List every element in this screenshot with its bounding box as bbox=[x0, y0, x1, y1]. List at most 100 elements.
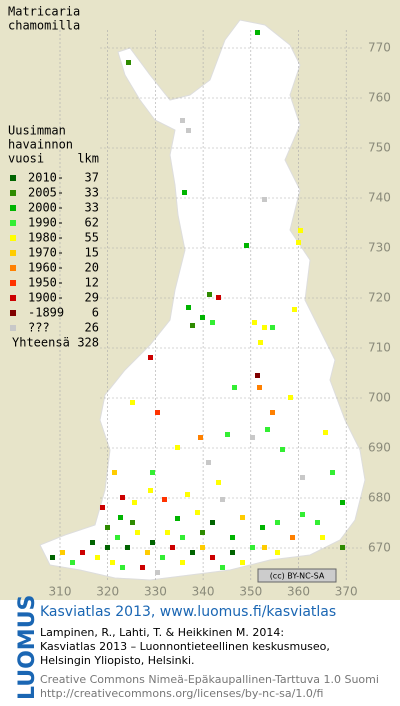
observation-square bbox=[200, 315, 205, 320]
observation-square bbox=[275, 550, 280, 555]
legend-label: 1970- bbox=[28, 246, 64, 260]
observation-square bbox=[300, 475, 305, 480]
title: chamomilla bbox=[8, 19, 80, 33]
observation-square bbox=[162, 497, 167, 502]
total-count: 328 bbox=[77, 336, 99, 350]
license: http://creativecommons.org/licenses/by-n… bbox=[40, 687, 323, 700]
observation-square bbox=[190, 323, 195, 328]
legend-heading: Uusimman bbox=[8, 124, 66, 138]
observation-square bbox=[340, 500, 345, 505]
legend-count: 33 bbox=[85, 201, 99, 215]
legend-heading: havainnon bbox=[8, 138, 73, 152]
observation-square bbox=[130, 400, 135, 405]
observation-square bbox=[200, 545, 205, 550]
observation-square bbox=[145, 550, 150, 555]
observation-square bbox=[150, 470, 155, 475]
license-badge bbox=[257, 568, 337, 583]
legend-swatch bbox=[10, 250, 16, 256]
observation-square bbox=[210, 320, 215, 325]
observation-square bbox=[118, 515, 123, 520]
observation-square bbox=[298, 228, 303, 233]
legend-label: 2010- bbox=[28, 171, 64, 185]
observation-square bbox=[232, 385, 237, 390]
observation-square bbox=[290, 535, 295, 540]
observation-square bbox=[280, 447, 285, 452]
citation: Lampinen, R., Lahti, T. & Heikkinen M. 2… bbox=[40, 626, 284, 639]
legend-count: 62 bbox=[85, 216, 99, 230]
legend-count: 29 bbox=[85, 291, 99, 305]
finland bbox=[39, 19, 366, 581]
observation-square bbox=[315, 520, 320, 525]
observation-square bbox=[126, 60, 131, 65]
observation-square bbox=[80, 550, 85, 555]
observation-square bbox=[148, 488, 153, 493]
legend-swatch bbox=[10, 310, 16, 316]
legend-count: 33 bbox=[85, 186, 99, 200]
y-grid-label: 730 bbox=[368, 241, 391, 255]
observation-square bbox=[155, 570, 160, 575]
observation-square bbox=[257, 385, 262, 390]
legend-swatch bbox=[10, 205, 16, 211]
x-grid-label: 340 bbox=[192, 585, 215, 599]
legend-label: 2000- bbox=[28, 201, 64, 215]
observation-square bbox=[206, 460, 211, 465]
legend-swatch bbox=[10, 175, 16, 181]
observation-square bbox=[260, 525, 265, 530]
observation-square bbox=[216, 480, 221, 485]
legend-count: 6 bbox=[92, 306, 99, 320]
observation-square bbox=[112, 470, 117, 475]
observation-square bbox=[155, 410, 160, 415]
legend-label: 1990- bbox=[28, 216, 64, 230]
x-grid-label: 310 bbox=[49, 585, 72, 599]
observation-square bbox=[95, 555, 100, 560]
observation-square bbox=[105, 545, 110, 550]
observation-square bbox=[200, 530, 205, 535]
observation-square bbox=[105, 525, 110, 530]
observation-square bbox=[186, 128, 191, 133]
legend-heading: vuosi bbox=[8, 152, 44, 166]
legend-swatch bbox=[10, 220, 16, 226]
y-grid-label: 750 bbox=[368, 141, 391, 155]
x-grid-label: 350 bbox=[239, 585, 262, 599]
observation-square bbox=[70, 560, 75, 565]
observation-square bbox=[320, 535, 325, 540]
observation-square bbox=[120, 565, 125, 570]
license-badge-text: (cc) BY-NC-SA bbox=[270, 572, 325, 581]
observation-square bbox=[230, 535, 235, 540]
observation-square bbox=[330, 470, 335, 475]
legend-swatch bbox=[10, 295, 16, 301]
x-grid-label: 330 bbox=[144, 585, 167, 599]
x-grid-label: 360 bbox=[287, 585, 310, 599]
legend-swatch bbox=[10, 325, 16, 331]
legend-label: 1980- bbox=[28, 231, 64, 245]
title: Matricaria bbox=[8, 5, 80, 19]
observation-square bbox=[270, 325, 275, 330]
legend-label: -1899 bbox=[28, 306, 64, 320]
observation-square bbox=[323, 430, 328, 435]
legend-label: 1960- bbox=[28, 261, 64, 275]
observation-square bbox=[240, 560, 245, 565]
observation-square bbox=[210, 555, 215, 560]
citation: Kasviatlas 2013 – Luonnontieteellinen ke… bbox=[40, 640, 330, 653]
logo: LUOMUS bbox=[15, 595, 40, 700]
observation-square bbox=[175, 516, 180, 521]
legend-label: 1950- bbox=[28, 276, 64, 290]
observation-square bbox=[195, 510, 200, 515]
legend-count: 55 bbox=[85, 231, 99, 245]
observation-square bbox=[180, 118, 185, 123]
observation-square bbox=[125, 545, 130, 550]
legend-count: 20 bbox=[85, 261, 99, 275]
observation-square bbox=[190, 550, 195, 555]
observation-square bbox=[288, 395, 293, 400]
observation-square bbox=[60, 550, 65, 555]
observation-square bbox=[220, 565, 225, 570]
observation-square bbox=[170, 545, 175, 550]
observation-square bbox=[150, 540, 155, 545]
observation-square bbox=[262, 545, 267, 550]
observation-square bbox=[165, 530, 170, 535]
y-grid-label: 740 bbox=[368, 191, 391, 205]
observation-square bbox=[252, 320, 257, 325]
y-grid-label: 680 bbox=[368, 491, 391, 505]
observation-square bbox=[225, 432, 230, 437]
